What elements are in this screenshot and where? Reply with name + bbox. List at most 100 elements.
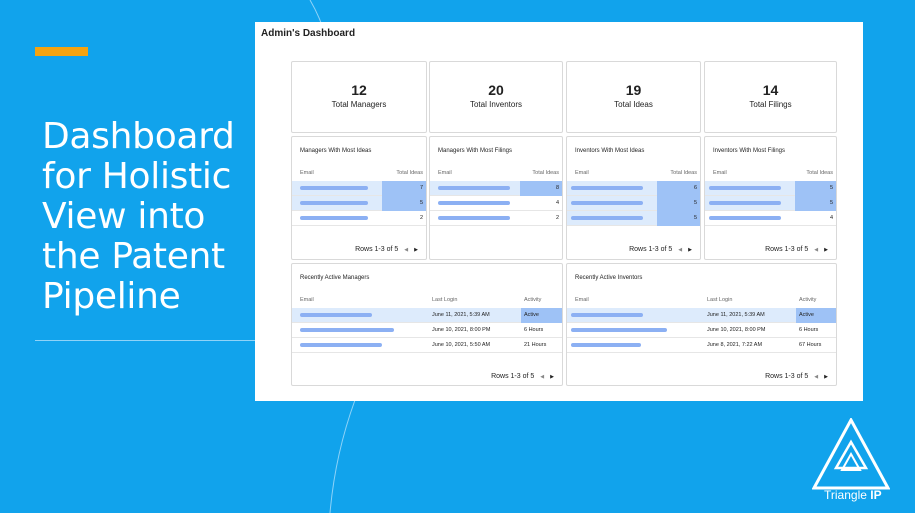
pagination-label: Rows 1-3 of 5 bbox=[629, 246, 673, 253]
prev-page-icon[interactable]: ◀ bbox=[540, 373, 545, 380]
column-header-email: Email bbox=[438, 170, 452, 176]
pagination-label: Rows 1-3 of 5 bbox=[491, 373, 535, 380]
pagination-label: Rows 1-3 of 5 bbox=[765, 246, 809, 253]
stat-card-filings: 14 Total Filings bbox=[704, 61, 837, 133]
prev-page-icon[interactable]: ◀ bbox=[404, 246, 409, 253]
total-ideas-cell: 6 bbox=[657, 181, 700, 196]
last-login-cell: June 10, 2021, 8:00 PM bbox=[432, 327, 491, 333]
headline-line: Dashboard bbox=[42, 116, 235, 157]
table-row[interactable]: June 10, 2021, 5:50 AM 21 Hours bbox=[292, 338, 562, 353]
table-row[interactable]: 5 bbox=[292, 196, 426, 211]
column-header-email: Email bbox=[300, 170, 314, 176]
email-redacted bbox=[300, 216, 368, 220]
next-page-icon[interactable]: ▶ bbox=[550, 373, 554, 380]
email-redacted bbox=[300, 186, 368, 190]
stat-value: 12 bbox=[351, 82, 367, 98]
table-row[interactable]: 2 bbox=[430, 211, 562, 226]
table-row[interactable]: June 8, 2021, 7:22 AM 67 Hours bbox=[567, 338, 836, 353]
stat-label: Total Filings bbox=[749, 100, 792, 109]
dashboard-title: Admin's Dashboard bbox=[261, 28, 356, 39]
table-row[interactable]: 6 bbox=[567, 181, 700, 196]
table-row[interactable]: June 10, 2021, 8:00 PM 6 Hours bbox=[567, 323, 836, 338]
table-row[interactable]: June 11, 2021, 5:39 AM Active bbox=[292, 308, 562, 323]
last-login-cell: June 11, 2021, 5:39 AM bbox=[707, 312, 765, 318]
table-title: Recently Active Managers bbox=[300, 275, 370, 281]
column-header-activity: Activity bbox=[799, 297, 817, 303]
next-page-icon[interactable]: ▶ bbox=[824, 246, 828, 253]
pagination: Rows 1-3 of 5 ◀ ▶ bbox=[355, 246, 418, 253]
headline-line: for Holistic bbox=[42, 156, 232, 197]
table-row[interactable]: 8 bbox=[430, 181, 562, 196]
email-redacted bbox=[571, 201, 643, 205]
email-redacted bbox=[571, 186, 643, 190]
next-page-icon[interactable]: ▶ bbox=[688, 246, 692, 253]
stat-card-inventors: 20 Total Inventors bbox=[429, 61, 563, 133]
column-header-email: Email bbox=[575, 297, 589, 303]
email-redacted bbox=[709, 186, 781, 190]
table-row[interactable]: 5 bbox=[567, 211, 700, 226]
brand-name-regular: Triangle bbox=[824, 488, 871, 502]
table-recently-active-managers: Recently Active Managers Email Last Logi… bbox=[291, 263, 563, 386]
table-inventors-most-ideas: Inventors With Most Ideas Email Total Id… bbox=[566, 136, 701, 260]
last-login-cell: June 11, 2021, 5:39 AM bbox=[432, 312, 490, 318]
accent-bar bbox=[35, 47, 88, 56]
table-recently-active-inventors: Recently Active Inventors Email Last Log… bbox=[566, 263, 837, 386]
total-ideas-cell: 5 bbox=[657, 196, 700, 211]
total-ideas-cell: 2 bbox=[555, 215, 559, 221]
total-ideas-cell: 5 bbox=[795, 196, 836, 211]
table-title: Managers With Most Filings bbox=[438, 148, 513, 154]
activity-cell: 21 Hours bbox=[524, 342, 547, 348]
column-header-last-login: Last Login bbox=[432, 297, 458, 303]
last-login-cell: June 10, 2021, 5:50 AM bbox=[432, 342, 491, 348]
prev-page-icon[interactable]: ◀ bbox=[814, 246, 819, 253]
total-ideas-cell: 4 bbox=[555, 200, 559, 206]
pagination: Rows 1-3 of 5 ◀ ▶ bbox=[765, 373, 828, 380]
headline-line: Pipeline bbox=[42, 276, 181, 317]
slide-headline: Dashboard for Holistic View into the Pat… bbox=[42, 117, 262, 317]
activity-cell: 67 Hours bbox=[799, 342, 822, 348]
table-row[interactable]: 2 bbox=[292, 211, 426, 226]
next-page-icon[interactable]: ▶ bbox=[824, 373, 828, 380]
email-redacted bbox=[571, 313, 643, 317]
table-row[interactable]: 5 bbox=[705, 181, 836, 196]
activity-cell: Active bbox=[796, 308, 836, 323]
pagination: Rows 1-3 of 5 ◀ ▶ bbox=[765, 246, 828, 253]
table-title: Managers With Most Ideas bbox=[300, 148, 372, 154]
email-redacted bbox=[571, 343, 641, 347]
column-header-last-login: Last Login bbox=[707, 297, 733, 303]
prev-page-icon[interactable]: ◀ bbox=[678, 246, 683, 253]
table-row[interactable]: 5 bbox=[567, 196, 700, 211]
table-row[interactable]: 5 bbox=[705, 196, 836, 211]
column-header-total-ideas: Total Ideas bbox=[532, 170, 559, 176]
table-title: Recently Active Inventors bbox=[575, 275, 643, 281]
column-header-total-ideas: Total Ideas bbox=[670, 170, 697, 176]
table-row[interactable]: 7 bbox=[292, 181, 426, 196]
email-redacted bbox=[300, 201, 368, 205]
total-ideas-cell: 5 bbox=[795, 181, 836, 196]
email-redacted bbox=[438, 186, 510, 190]
stat-value: 20 bbox=[488, 82, 504, 98]
stat-label: Total Inventors bbox=[469, 100, 523, 109]
table-row[interactable]: June 11, 2021, 5:39 AM Active bbox=[567, 308, 836, 323]
total-ideas-cell: 8 bbox=[520, 181, 562, 196]
column-header-total-ideas: Total Ideas bbox=[396, 170, 423, 176]
prev-page-icon[interactable]: ◀ bbox=[814, 373, 819, 380]
stat-card-managers: 12 Total Managers bbox=[291, 61, 427, 133]
pagination-label: Rows 1-3 of 5 bbox=[765, 373, 809, 380]
dashboard-panel: Admin's Dashboard 12 Total Managers 20 T… bbox=[255, 22, 863, 401]
total-ideas-cell: 5 bbox=[657, 211, 700, 226]
stat-value: 19 bbox=[625, 82, 642, 98]
email-redacted bbox=[571, 216, 643, 220]
last-login-cell: June 10, 2021, 8:00 PM bbox=[707, 327, 766, 333]
column-header-total-ideas: Total Ideas bbox=[806, 170, 833, 176]
column-header-email: Email bbox=[713, 170, 727, 176]
stat-label: Total Managers bbox=[331, 100, 387, 109]
table-row[interactable]: 4 bbox=[705, 211, 836, 226]
column-header-activity: Activity bbox=[524, 297, 542, 303]
table-row[interactable]: June 10, 2021, 8:00 PM 6 Hours bbox=[292, 323, 562, 338]
table-row[interactable]: 4 bbox=[430, 196, 562, 211]
email-redacted bbox=[300, 328, 394, 332]
pagination: Rows 1-3 of 5 ◀ ▶ bbox=[629, 246, 692, 253]
table-inventors-most-filings: Inventors With Most Filings Email Total … bbox=[704, 136, 837, 260]
next-page-icon[interactable]: ▶ bbox=[414, 246, 418, 253]
